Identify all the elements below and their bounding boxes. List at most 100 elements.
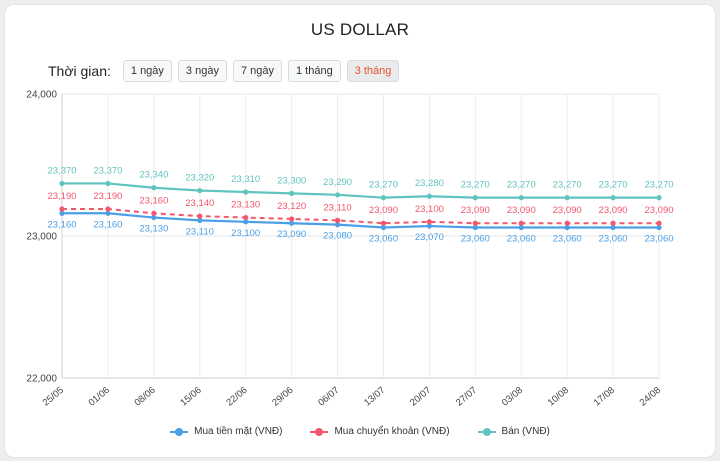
- chart-legend: Mua tiền mặt (VNĐ) Mua chuyển khoản (VNĐ…: [0, 426, 720, 437]
- x-tick-label: 01/06: [87, 385, 112, 409]
- range-7-days-button[interactable]: 7 ngày: [232, 60, 282, 82]
- data-point-cash-buy: [426, 223, 432, 229]
- data-point-transfer-buy: [59, 206, 65, 212]
- data-point-sell: [564, 195, 570, 201]
- data-label-cash-buy: 23,090: [277, 229, 306, 240]
- data-label-sell: 23,340: [139, 170, 168, 181]
- series-line-cash-buy: [62, 212, 659, 229]
- legend-item-transfer-buy[interactable]: Mua chuyển khoản (VNĐ): [310, 426, 450, 437]
- legend-swatch-cash-buy: [170, 427, 189, 436]
- data-label-cash-buy: 23,060: [461, 233, 490, 244]
- data-point-transfer-buy: [564, 220, 570, 226]
- data-point-cash-buy: [334, 222, 341, 228]
- legend-swatch-sell: [477, 427, 496, 436]
- data-point-cash-buy: [564, 224, 570, 231]
- exchange-rate-chart: 22,000 23,000 24,000 25/05 01/06 08/06 15/06 22…: [26, 90, 673, 409]
- data-label-sell: 23,280: [415, 178, 444, 189]
- series-line-transfer-buy: [62, 208, 659, 225]
- chart-title: US DOLLAR: [310, 20, 410, 39]
- data-label-sell: 23,270: [507, 180, 536, 191]
- range-3-months-button[interactable]: 3 tháng: [346, 60, 400, 82]
- data-label-transfer-buy: 23,090: [599, 205, 628, 216]
- data-label-sell: 23,270: [644, 180, 673, 191]
- legend-label-sell: Bán (VNĐ): [501, 426, 550, 437]
- range-1-day-button[interactable]: 1 ngày: [122, 60, 172, 82]
- data-point-cash-buy: [289, 220, 295, 226]
- time-range-selector: Thời gian: 1 ngày 3 ngày 7 ngày 1 tháng …: [48, 60, 400, 82]
- data-label-transfer-buy: 23,120: [277, 201, 306, 212]
- data-point-transfer-buy: [151, 210, 157, 216]
- data-label-cash-buy: 23,110: [186, 226, 214, 237]
- data-point-transfer-buy: [380, 220, 387, 226]
- data-point-cash-buy: [610, 224, 616, 231]
- x-tick-label: 25/05: [41, 385, 66, 409]
- data-point-sell: [243, 189, 249, 195]
- data-point-cash-buy: [518, 224, 524, 231]
- range-1-month-button[interactable]: 1 tháng: [287, 60, 341, 82]
- data-point-cash-buy: [656, 224, 662, 231]
- data-point-sell: [472, 195, 478, 201]
- data-label-cash-buy: 23,060: [507, 233, 536, 244]
- data-label-cash-buy: 23,060: [369, 233, 398, 244]
- data-label-transfer-buy: 23,130: [231, 200, 260, 211]
- data-point-cash-buy: [472, 224, 478, 231]
- data-label-transfer-buy: 23,160: [139, 195, 168, 206]
- y-tick-label: 22,000: [26, 374, 57, 385]
- series-line-sell: [62, 182, 659, 199]
- data-label-cash-buy: 23,060: [644, 233, 673, 244]
- x-tick-label: 24/08: [638, 385, 663, 409]
- data-label-transfer-buy: 23,190: [93, 191, 122, 202]
- data-label-transfer-buy: 23,090: [507, 205, 536, 216]
- data-point-transfer-buy: [105, 206, 111, 212]
- x-tick-label: 22/06: [224, 385, 249, 409]
- data-label-sell: 23,320: [185, 173, 214, 184]
- data-label-cash-buy: 23,130: [139, 224, 168, 235]
- data-point-transfer-buy: [426, 219, 432, 225]
- x-tick-label: 10/08: [546, 385, 571, 409]
- x-tick-label: 27/07: [454, 385, 479, 409]
- legend-item-cash-buy[interactable]: Mua tiền mặt (VNĐ): [170, 426, 282, 437]
- data-label-transfer-buy: 23,090: [369, 205, 398, 216]
- data-point-cash-buy: [59, 210, 65, 216]
- data-point-transfer-buy: [472, 220, 478, 226]
- data-label-transfer-buy: 23,090: [644, 205, 673, 216]
- data-label-sell: 23,270: [553, 180, 582, 191]
- legend-label-cash-buy: Mua tiền mặt (VNĐ): [194, 426, 283, 437]
- legend-label-transfer-buy: Mua chuyển khoản (VNĐ): [334, 426, 450, 437]
- data-point-transfer-buy: [289, 216, 295, 222]
- y-tick-label: 23,000: [26, 232, 57, 243]
- y-tick-label: 24,000: [26, 90, 57, 101]
- data-point-transfer-buy: [243, 214, 249, 221]
- data-label-sell: 23,290: [323, 177, 352, 188]
- data-label-transfer-buy: 23,090: [461, 205, 490, 216]
- data-point-cash-buy: [380, 224, 387, 231]
- x-tick-label: 20/07: [408, 385, 433, 409]
- data-point-sell: [380, 195, 387, 201]
- x-tick-label: 06/07: [316, 385, 341, 409]
- data-point-cash-buy: [197, 217, 203, 223]
- x-tick-label: 08/06: [132, 385, 157, 409]
- data-label-sell: 23,300: [277, 175, 306, 186]
- data-point-sell: [105, 180, 111, 187]
- data-point-sell: [610, 195, 616, 201]
- data-point-transfer-buy: [656, 220, 662, 226]
- data-point-sell: [151, 185, 157, 191]
- data-point-transfer-buy: [197, 213, 203, 219]
- data-point-cash-buy: [105, 210, 111, 216]
- data-point-transfer-buy: [518, 220, 524, 226]
- data-label-cash-buy: 23,160: [47, 219, 76, 230]
- range-3-days-button[interactable]: 3 ngày: [177, 60, 227, 82]
- data-point-sell: [197, 187, 203, 194]
- data-label-cash-buy: 23,060: [553, 233, 582, 244]
- x-tick-label: 29/06: [270, 385, 295, 409]
- data-label-cash-buy: 23,080: [323, 231, 352, 242]
- x-tick-label: 03/08: [500, 385, 525, 409]
- legend-item-sell[interactable]: Bán (VNĐ): [477, 426, 550, 437]
- data-point-sell: [426, 193, 432, 199]
- data-point-sell: [656, 195, 662, 201]
- data-label-transfer-buy: 23,100: [415, 204, 444, 215]
- x-tick-label: 17/08: [592, 385, 617, 409]
- x-tick-label: 13/07: [362, 385, 387, 409]
- data-point-transfer-buy: [610, 220, 616, 226]
- data-label-sell: 23,270: [599, 180, 628, 191]
